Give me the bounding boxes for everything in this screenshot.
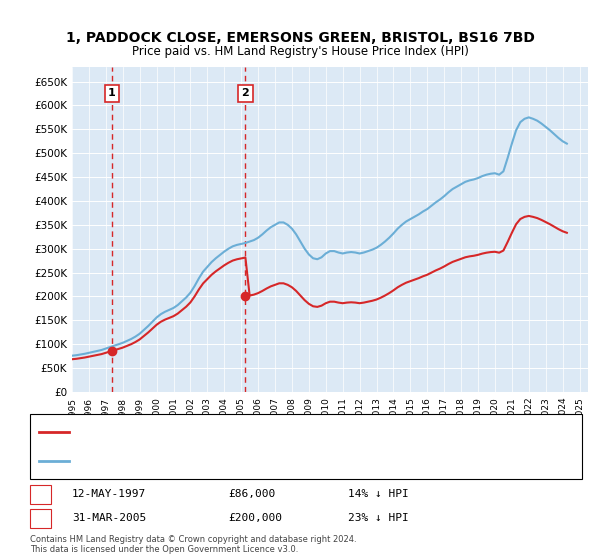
Text: 1: 1: [37, 489, 44, 499]
Text: £200,000: £200,000: [228, 513, 282, 523]
Text: HPI: Average price, detached house, South Gloucestershire: HPI: Average price, detached house, Sout…: [75, 456, 364, 466]
Text: Contains HM Land Registry data © Crown copyright and database right 2024.
This d: Contains HM Land Registry data © Crown c…: [30, 535, 356, 554]
Text: 31-MAR-2005: 31-MAR-2005: [72, 513, 146, 523]
Text: 12-MAY-1997: 12-MAY-1997: [72, 489, 146, 499]
Text: 1: 1: [108, 88, 116, 98]
Text: 1, PADDOCK CLOSE, EMERSONS GREEN, BRISTOL, BS16 7BD (detached house): 1, PADDOCK CLOSE, EMERSONS GREEN, BRISTO…: [75, 427, 461, 437]
Text: 23% ↓ HPI: 23% ↓ HPI: [348, 513, 409, 523]
Text: 14% ↓ HPI: 14% ↓ HPI: [348, 489, 409, 499]
Text: 1, PADDOCK CLOSE, EMERSONS GREEN, BRISTOL, BS16 7BD: 1, PADDOCK CLOSE, EMERSONS GREEN, BRISTO…: [65, 31, 535, 45]
Text: Price paid vs. HM Land Registry's House Price Index (HPI): Price paid vs. HM Land Registry's House …: [131, 45, 469, 58]
Text: 2: 2: [37, 513, 44, 523]
Text: £86,000: £86,000: [228, 489, 275, 499]
Text: 2: 2: [242, 88, 249, 98]
